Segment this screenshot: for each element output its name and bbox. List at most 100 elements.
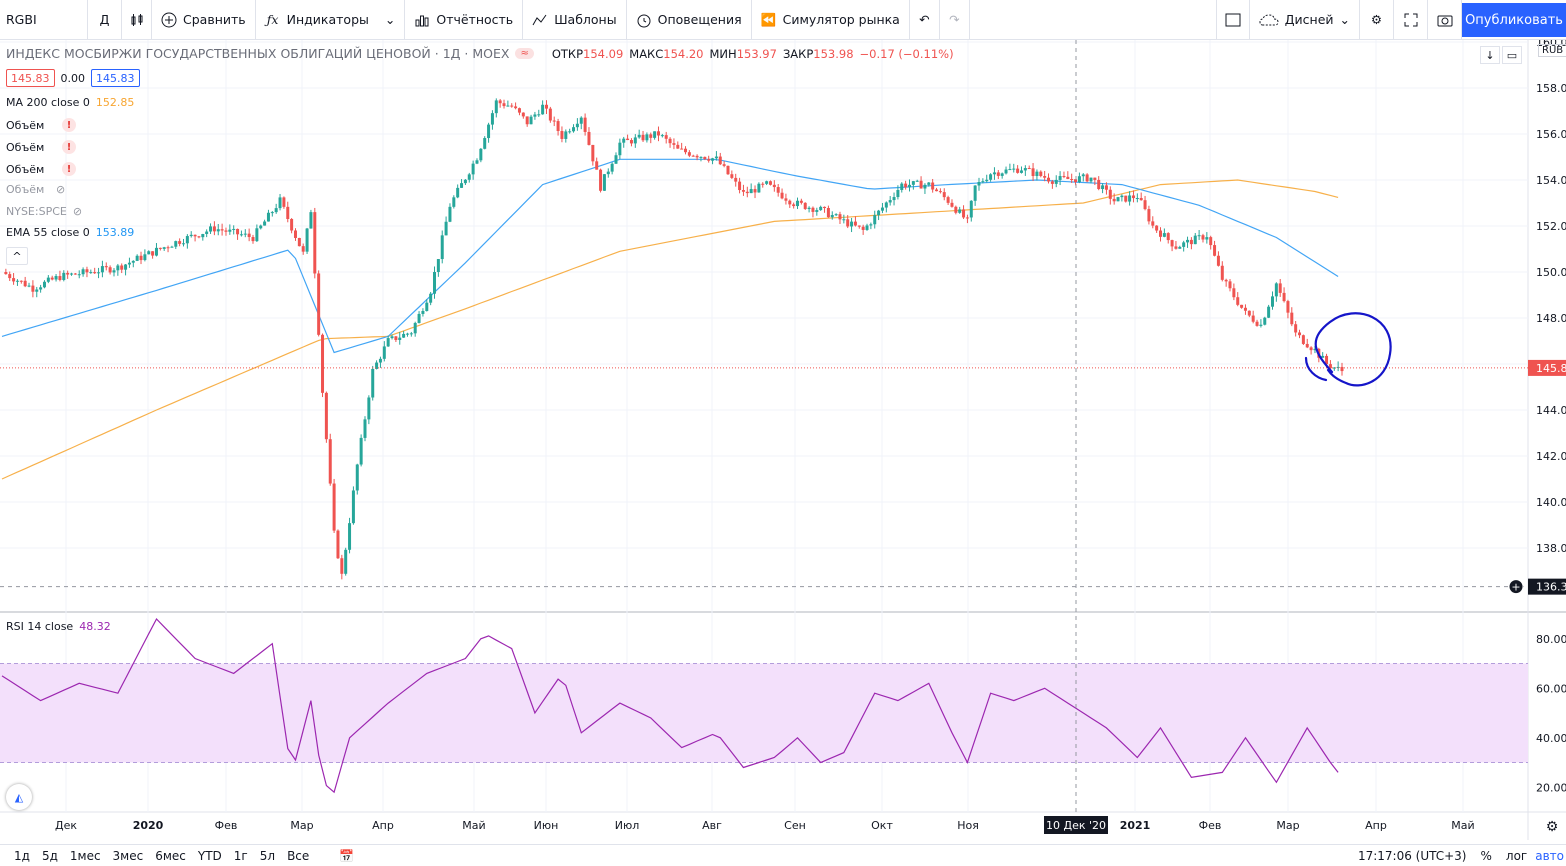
candle [977, 177, 981, 191]
candle [718, 152, 722, 166]
ask-price[interactable]: 145.83 [91, 69, 140, 87]
candle [39, 284, 43, 293]
range-button-3[interactable]: 3мес [112, 848, 144, 863]
tradingview-logo[interactable]: ◭ [6, 784, 32, 810]
legend-rsi[interactable]: RSI 14 close 48.32 [6, 620, 111, 633]
publish-button[interactable]: Опубликовать [1462, 3, 1566, 37]
collapse-legend-button[interactable]: ^ [6, 247, 28, 265]
chart-canvas[interactable]: 160.00 158.00 156.00 154.00 152.00 150.00 148.… [0, 36, 1566, 840]
candle [348, 517, 352, 554]
candle [355, 463, 359, 495]
candle [1240, 304, 1244, 309]
range-button-2[interactable]: 1мес [69, 848, 101, 863]
candle [602, 174, 606, 191]
candle [1151, 216, 1155, 229]
candle [796, 197, 800, 210]
scroll-down-button[interactable]: ↓ [1480, 46, 1500, 64]
candle [699, 156, 703, 162]
legend-volume-3[interactable]: Объём! [6, 162, 76, 176]
candle [556, 118, 560, 136]
goto-date-icon[interactable]: 📅 [339, 848, 355, 863]
legend-volume-1[interactable]: Объём! [6, 118, 76, 132]
candle [332, 478, 336, 533]
candle [853, 216, 857, 227]
candle [506, 100, 510, 107]
candle [548, 106, 552, 123]
candle [1147, 205, 1151, 225]
range-button-6[interactable]: 1г [233, 848, 248, 863]
candle [1159, 227, 1163, 242]
bid-ask-box: 145.83 0.00 145.83 [6, 69, 140, 87]
candle [440, 230, 444, 264]
alerts-button[interactable]: Оповещения [627, 0, 752, 40]
screenshot-button[interactable] [1428, 0, 1462, 40]
candle [135, 254, 139, 262]
candle [282, 196, 286, 209]
candle [745, 186, 749, 198]
legend-volume-2[interactable]: Объём! [6, 140, 76, 154]
candle [1043, 170, 1047, 182]
auto-toggle[interactable]: авто [1535, 848, 1564, 863]
rewind-icon: ⏪ [760, 11, 777, 27]
clock-label[interactable]: 17:17:06 (UTC+3) [1357, 848, 1467, 863]
candle [297, 237, 301, 247]
replay-button[interactable]: ⏪ Симулятор рынка [752, 0, 910, 40]
log-toggle[interactable]: лог [1505, 848, 1528, 863]
candle [1321, 352, 1325, 358]
indicators-button[interactable]: ƒx Индикаторы ⌄ [256, 0, 406, 40]
financials-button[interactable]: Отчётность [405, 0, 524, 40]
currency-badge[interactable]: RUB [1538, 44, 1566, 57]
compare-button[interactable]: Сравнить [152, 0, 256, 40]
range-button-0[interactable]: 1д [14, 848, 30, 863]
time-tick-label: 2021 [1120, 819, 1151, 832]
candle [1301, 334, 1305, 346]
candle [239, 230, 243, 237]
function-icon: ƒx [266, 12, 279, 27]
candle [1128, 191, 1132, 206]
range-button-4[interactable]: 6мес [155, 848, 186, 863]
candle [324, 391, 328, 443]
maximize-pane-button[interactable]: ▭ [1502, 46, 1522, 64]
range-button-5[interactable]: YTD [197, 848, 222, 863]
fullscreen-button[interactable] [1394, 0, 1428, 40]
range-button-8[interactable]: Все [287, 848, 310, 863]
low-label: МИН [709, 46, 737, 61]
candle [263, 219, 267, 226]
candle [954, 205, 958, 215]
chart-type-button[interactable] [122, 0, 152, 40]
redo-button[interactable]: ↷ [940, 0, 970, 40]
candle [444, 216, 448, 236]
candle [193, 234, 197, 242]
chevron-down-icon: ⌄ [384, 12, 396, 27]
legend-volume-4[interactable]: Объём ⊘ [6, 183, 65, 196]
legend-ma200[interactable]: MA 200 close 0 152.85 [6, 96, 134, 109]
candle [487, 122, 491, 143]
rsi-tick-label: 60.00 [1536, 682, 1566, 695]
candle [830, 211, 834, 220]
fullscreen-layout-button[interactable] [1215, 0, 1250, 40]
settings-button[interactable]: ⚙ [1360, 0, 1394, 40]
candle [865, 223, 869, 231]
layout-button[interactable]: Дисней ⌄ [1250, 0, 1360, 40]
candle [842, 214, 846, 224]
legend-spce[interactable]: NYSE:SPCE ⊘ [6, 205, 82, 218]
volume-label: Объём [6, 183, 45, 196]
range-button-1[interactable]: 5д [41, 848, 58, 863]
candle [243, 229, 247, 238]
candle [776, 183, 780, 197]
candle [1340, 362, 1344, 376]
interval-button[interactable]: Д [88, 0, 122, 40]
undo-button[interactable]: ↶ [910, 0, 940, 40]
templates-button[interactable]: Шаблоны [523, 0, 627, 40]
candle [780, 188, 784, 200]
candle [1035, 169, 1039, 181]
percent-toggle[interactable]: % [1480, 848, 1492, 863]
eye-crossed-icon: ⊘ [56, 183, 66, 196]
bid-price[interactable]: 145.83 [6, 69, 55, 87]
chart-area[interactable]: 160.00 158.00 156.00 154.00 152.00 150.00 148.… [0, 36, 1566, 840]
rsi-tick-label: 20.00 [1536, 781, 1566, 794]
candle [1267, 304, 1271, 319]
symbol-search-button[interactable]: RGBI [0, 0, 88, 40]
legend-ema55[interactable]: EMA 55 close 0 153.89 [6, 226, 134, 239]
range-button-7[interactable]: 5л [259, 848, 276, 863]
